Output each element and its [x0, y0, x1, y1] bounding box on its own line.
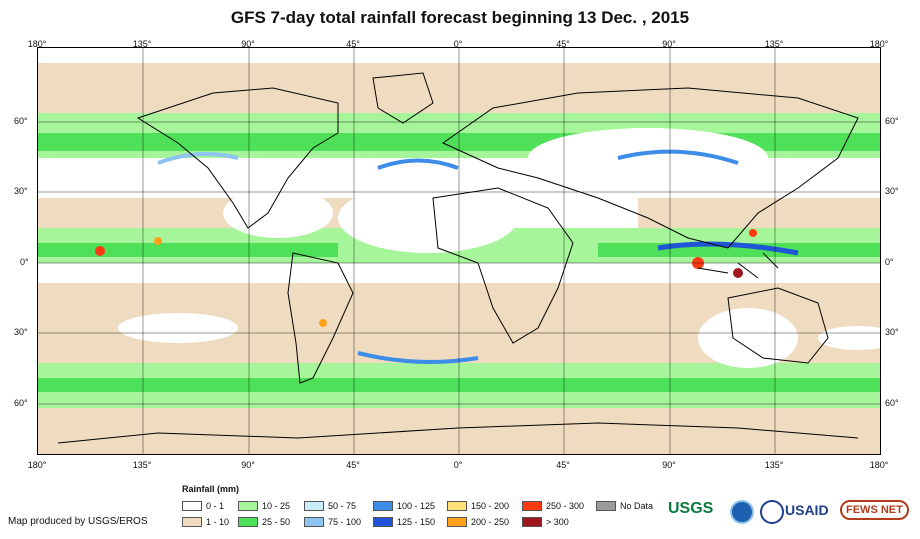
legend-title: Rainfall (mm) — [182, 484, 240, 494]
rainfall-map[interactable] — [37, 47, 881, 455]
legend-item: 150 - 200 — [447, 501, 509, 511]
legend-item: 100 - 125 — [373, 501, 435, 511]
usgs-logo: USGS — [668, 500, 714, 517]
lon-label-top: 90° — [241, 39, 255, 49]
legend-item: 10 - 25 — [238, 501, 290, 511]
legend-swatch — [373, 501, 393, 511]
lon-label-bottom: 45° — [346, 460, 360, 470]
map-canvas — [38, 48, 880, 454]
legend-item: No Data — [596, 501, 653, 511]
legend-swatch — [304, 517, 324, 527]
lat-label-left: 0° — [20, 257, 29, 267]
legend-swatch — [596, 501, 616, 511]
lon-label-top: 90° — [662, 39, 676, 49]
lat-label-left: 60° — [14, 116, 28, 126]
legend-item: 1 - 10 — [182, 517, 229, 527]
legend-item: 25 - 50 — [238, 517, 290, 527]
legend-swatch — [522, 501, 542, 511]
lat-label-right: 30° — [885, 327, 899, 337]
legend-item: 250 - 300 — [522, 501, 584, 511]
legend-swatch — [447, 501, 467, 511]
fews-net-logo: FEWS NET — [840, 500, 909, 520]
lon-label-top: 180° — [27, 39, 47, 49]
legend-swatch — [182, 501, 202, 511]
lon-label-top: 135° — [764, 39, 784, 49]
legend-item: 75 - 100 — [304, 517, 361, 527]
lon-label-top: 45° — [346, 39, 360, 49]
lat-label-left: 60° — [14, 398, 28, 408]
lat-label-left: 30° — [14, 327, 28, 337]
map-title: GFS 7-day total rainfall forecast beginn… — [230, 8, 690, 27]
lat-label-right: 30° — [885, 186, 899, 196]
lon-label-bottom: 135° — [132, 460, 152, 470]
lon-label-top: 0° — [453, 39, 463, 49]
lon-label-bottom: 0° — [453, 460, 463, 470]
lon-label-bottom: 90° — [662, 460, 676, 470]
legend-swatch — [373, 517, 393, 527]
lon-label-bottom: 180° — [869, 460, 889, 470]
legend-item: > 300 — [522, 517, 569, 527]
lon-label-top: 135° — [132, 39, 152, 49]
lat-label-right: 60° — [885, 116, 899, 126]
lon-label-top: 45° — [556, 39, 570, 49]
usaid-seal-icon — [760, 500, 784, 524]
noaa-logo-icon — [730, 500, 754, 524]
lon-label-bottom: 135° — [764, 460, 784, 470]
lat-label-left: 30° — [14, 186, 28, 196]
legend-swatch — [447, 517, 467, 527]
lon-label-top: 180° — [869, 39, 889, 49]
legend-swatch — [182, 517, 202, 527]
credit-text: Map produced by USGS/EROS — [8, 516, 148, 527]
legend-swatch — [522, 517, 542, 527]
lat-label-right: 0° — [885, 257, 894, 267]
legend-item: 50 - 75 — [304, 501, 356, 511]
legend-item: 125 - 150 — [373, 517, 435, 527]
legend-swatch — [238, 517, 258, 527]
legend-item: 0 - 1 — [182, 501, 224, 511]
lon-label-bottom: 90° — [241, 460, 255, 470]
lon-label-bottom: 45° — [556, 460, 570, 470]
legend-swatch — [304, 501, 324, 511]
lon-label-bottom: 180° — [27, 460, 47, 470]
legend-swatch — [238, 501, 258, 511]
lat-label-right: 60° — [885, 398, 899, 408]
legend-item: 200 - 250 — [447, 517, 509, 527]
usaid-logo: USAID — [785, 502, 829, 518]
